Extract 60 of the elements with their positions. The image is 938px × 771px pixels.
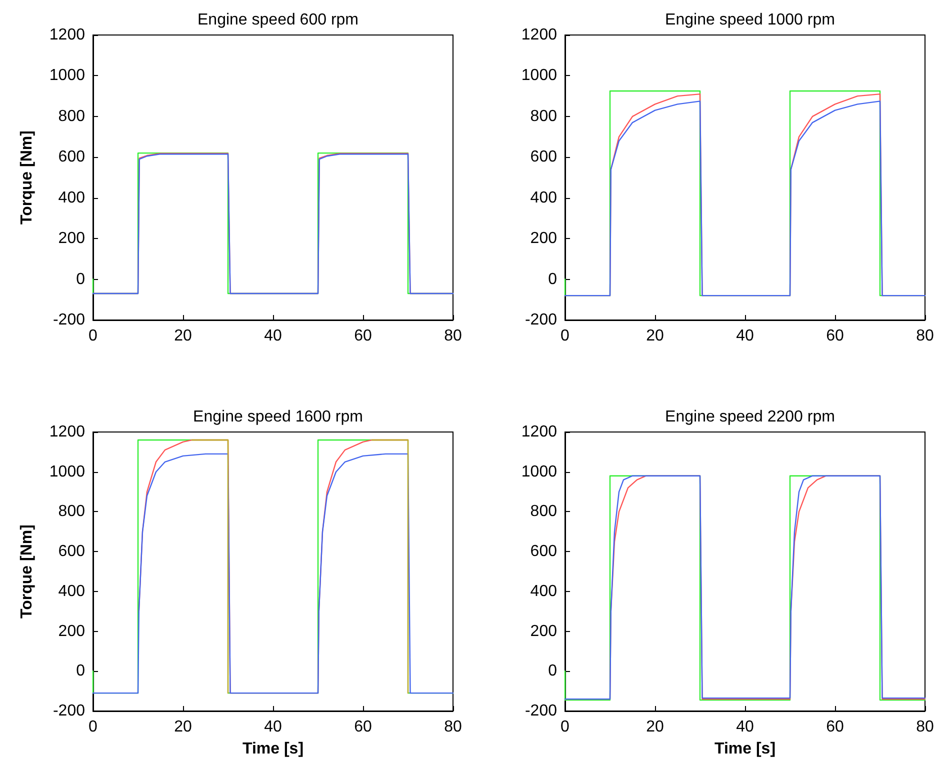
x-tick-label: 80 — [444, 718, 462, 736]
y-tick-label: 1200 — [49, 26, 86, 44]
x-tick-label: 40 — [736, 328, 754, 344]
y-tick-label: 1200 — [521, 26, 558, 44]
x-tick-label: 80 — [444, 328, 462, 344]
y-tick-label: 1000 — [521, 67, 558, 84]
y-axis-title: Torque [Nm] — [18, 130, 36, 224]
x-tick-label: 60 — [354, 718, 372, 736]
y-tick-label: 800 — [58, 108, 86, 125]
y-tick-label: 600 — [58, 148, 86, 166]
x-tick-label: 0 — [560, 328, 570, 344]
y-tick-label: 400 — [58, 189, 86, 206]
y-tick-label: -200 — [524, 702, 558, 720]
chart-title: Engine speed 1600 rpm — [193, 408, 363, 426]
y-tick-label: 0 — [548, 662, 558, 680]
y-tick-label: 200 — [530, 230, 558, 248]
y-tick-label: 200 — [530, 622, 558, 640]
y-tick-label: 0 — [76, 662, 86, 680]
x-tick-label: 60 — [826, 718, 844, 736]
y-tick-label: 600 — [530, 148, 558, 166]
x-tick-label: 40 — [264, 718, 282, 736]
y-tick-label: 0 — [548, 270, 558, 288]
y-tick-label: 400 — [530, 189, 558, 206]
x-tick-label: 20 — [646, 718, 664, 736]
x-tick-label: 20 — [174, 718, 192, 736]
chart-title: Engine speed 1000 rpm — [665, 12, 835, 28]
x-tick-label: 20 — [174, 328, 192, 344]
y-tick-label: 200 — [58, 622, 86, 640]
x-axis-title: Time [s] — [242, 740, 304, 758]
x-tick-label: 0 — [88, 328, 98, 344]
x-tick-label: 40 — [264, 328, 282, 344]
x-tick-label: 20 — [646, 328, 664, 344]
y-tick-label: -200 — [52, 702, 86, 720]
y-tick-label: 800 — [58, 503, 86, 520]
x-axis-title: Time [s] — [714, 740, 776, 758]
y-tick-label: 200 — [58, 230, 86, 248]
x-tick-label: 60 — [826, 328, 844, 344]
y-tick-label: 400 — [530, 582, 558, 600]
chart-title: Engine speed 2200 rpm — [665, 408, 835, 426]
y-axis-title: Torque [Nm] — [18, 524, 36, 618]
y-tick-label: 1000 — [49, 463, 86, 480]
y-tick-label: 600 — [530, 543, 558, 560]
y-tick-label: -200 — [524, 312, 558, 328]
x-tick-label: 0 — [88, 718, 98, 736]
y-tick-label: 1000 — [49, 67, 86, 84]
y-tick-label: -200 — [52, 312, 86, 328]
x-tick-label: 80 — [916, 718, 934, 736]
x-tick-label: 60 — [354, 328, 372, 344]
y-tick-label: 600 — [58, 543, 86, 560]
y-tick-label: 800 — [530, 108, 558, 125]
y-tick-label: 0 — [76, 270, 86, 288]
chart-title: Engine speed 600 rpm — [198, 12, 358, 28]
x-tick-label: 40 — [736, 718, 754, 736]
y-tick-label: 1000 — [521, 463, 558, 480]
y-tick-label: 800 — [530, 503, 558, 520]
y-tick-label: 1200 — [49, 424, 86, 440]
x-tick-label: 80 — [916, 328, 934, 344]
y-tick-label: 400 — [58, 582, 86, 600]
y-tick-label: 1200 — [521, 424, 558, 440]
x-tick-label: 0 — [560, 718, 570, 736]
